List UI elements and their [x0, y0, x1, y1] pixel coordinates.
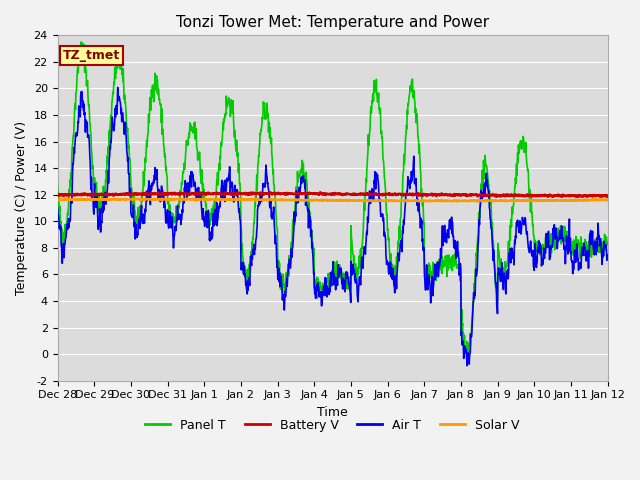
Line: Air T: Air T [58, 87, 607, 366]
Panel T [119, 79, 127, 84]
Y-axis label: Temperature (C) / Power (V): Temperature (C) / Power (V) [15, 121, 28, 295]
Battery V [287, 191, 295, 197]
Battery V [367, 192, 375, 197]
Panel T [287, 240, 295, 246]
Panel T [367, 104, 375, 109]
Panel T [97, 211, 104, 217]
Line: Solar V: Solar V [58, 199, 607, 202]
Solar V [96, 196, 104, 202]
Battery V [572, 194, 580, 200]
Panel T [463, 351, 471, 357]
Battery V [96, 192, 104, 197]
Battery V [298, 191, 306, 196]
Air T [287, 246, 295, 252]
Air T [367, 189, 375, 194]
Title: Tonzi Tower Met: Temperature and Power: Tonzi Tower Met: Temperature and Power [176, 15, 489, 30]
Solar V [299, 197, 307, 203]
Air T [114, 84, 122, 90]
Solar V [367, 198, 375, 204]
Solar V [452, 199, 460, 204]
Solar V [308, 197, 316, 203]
Air T [54, 205, 61, 211]
Solar V [118, 196, 126, 202]
Line: Panel T: Panel T [58, 42, 607, 354]
Air T [308, 249, 316, 255]
Panel T [299, 180, 307, 185]
Solar V [54, 197, 61, 203]
Air T [299, 173, 307, 179]
Solar V [604, 197, 611, 203]
Battery V [604, 193, 611, 199]
Air T [96, 221, 104, 227]
Battery V [316, 189, 324, 195]
Battery V [118, 192, 126, 197]
Solar V [189, 196, 197, 202]
Panel T [77, 39, 85, 45]
Air T [463, 363, 471, 369]
Panel T [308, 241, 316, 247]
Legend: Panel T, Battery V, Air T, Solar V: Panel T, Battery V, Air T, Solar V [141, 414, 525, 437]
Text: TZ_tmet: TZ_tmet [63, 49, 120, 62]
Panel T [54, 182, 61, 188]
Line: Battery V: Battery V [58, 192, 607, 197]
X-axis label: Time: Time [317, 406, 348, 419]
Battery V [54, 193, 61, 199]
Solar V [287, 197, 295, 203]
Battery V [308, 191, 316, 196]
Panel T [604, 242, 611, 248]
Air T [604, 253, 611, 259]
Air T [119, 111, 127, 117]
